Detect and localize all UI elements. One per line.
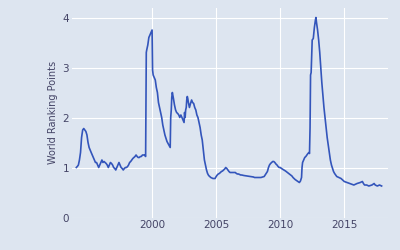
Y-axis label: World Ranking Points: World Ranking Points bbox=[48, 61, 58, 164]
